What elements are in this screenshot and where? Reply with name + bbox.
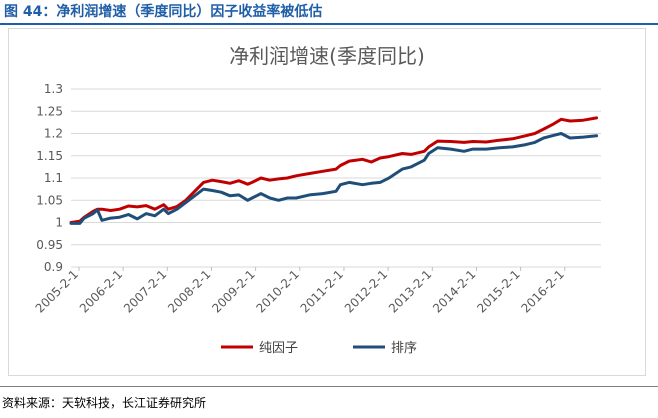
y-tick-label: 1.2 xyxy=(44,127,63,141)
y-axis: 1.3 1.25 1.2 1.15 1.1 1.05 1 0.95 0.9 xyxy=(36,82,63,274)
y-tick-label: 1.05 xyxy=(36,193,63,207)
x-tick-label: 2012-2-1 xyxy=(342,267,390,315)
chart-title: 净利润增速(季度同比) xyxy=(229,44,425,68)
series-line-1 xyxy=(69,116,599,224)
x-tick-label: 2011-2-1 xyxy=(298,267,346,315)
x-tick-label: 2007-2-1 xyxy=(121,267,169,315)
source-rule xyxy=(0,386,658,387)
y-tick-label: 1.3 xyxy=(44,82,63,96)
title-rule xyxy=(0,23,658,25)
x-tick-label: 2009-2-1 xyxy=(209,267,257,315)
figure-title: 图 44：净利润增速（季度同比）因子收益率被低估 xyxy=(4,4,323,20)
y-tick-label: 1.25 xyxy=(36,104,63,118)
chart-container: 净利润增速(季度同比) 1.3 1.25 1.2 1.15 1.1 1.05 1 0.95 0.… xyxy=(8,28,646,376)
y-tick-label: 0.95 xyxy=(36,238,63,252)
series-group xyxy=(69,116,599,225)
x-tick-label: 2008-2-1 xyxy=(165,267,213,315)
line-chart: 净利润增速(季度同比) 1.3 1.25 1.2 1.15 1.1 1.05 1 0.95 0.… xyxy=(33,44,601,356)
y-tick-label: 0.9 xyxy=(44,260,63,274)
x-tick-label: 2015-2-1 xyxy=(474,267,522,315)
source-note: 资料来源：天软科技，长江证券研究所 xyxy=(2,396,207,410)
legend-label: 排序 xyxy=(391,341,417,356)
x-tick-label: 2010-2-1 xyxy=(253,267,301,315)
y-tick-label: 1.1 xyxy=(44,171,63,185)
y-tick-label: 1.15 xyxy=(36,149,63,163)
series-line-2 xyxy=(69,132,599,225)
y-tick-label: 1 xyxy=(55,216,63,230)
legend-label: 纯因子 xyxy=(259,341,298,356)
legend: 纯因子 排序 xyxy=(221,341,417,356)
x-tick-label: 2014-2-1 xyxy=(430,267,478,315)
x-tick-label: 2016-2-1 xyxy=(518,267,566,315)
x-axis: 2005-2-12006-2-12007-2-12008-2-12009-2-1… xyxy=(33,267,567,316)
x-tick-label: 2013-2-1 xyxy=(386,267,434,315)
x-tick-label: 2006-2-1 xyxy=(77,267,125,315)
x-tick-label: 2005-2-1 xyxy=(33,267,81,315)
grid-lines xyxy=(71,88,601,268)
